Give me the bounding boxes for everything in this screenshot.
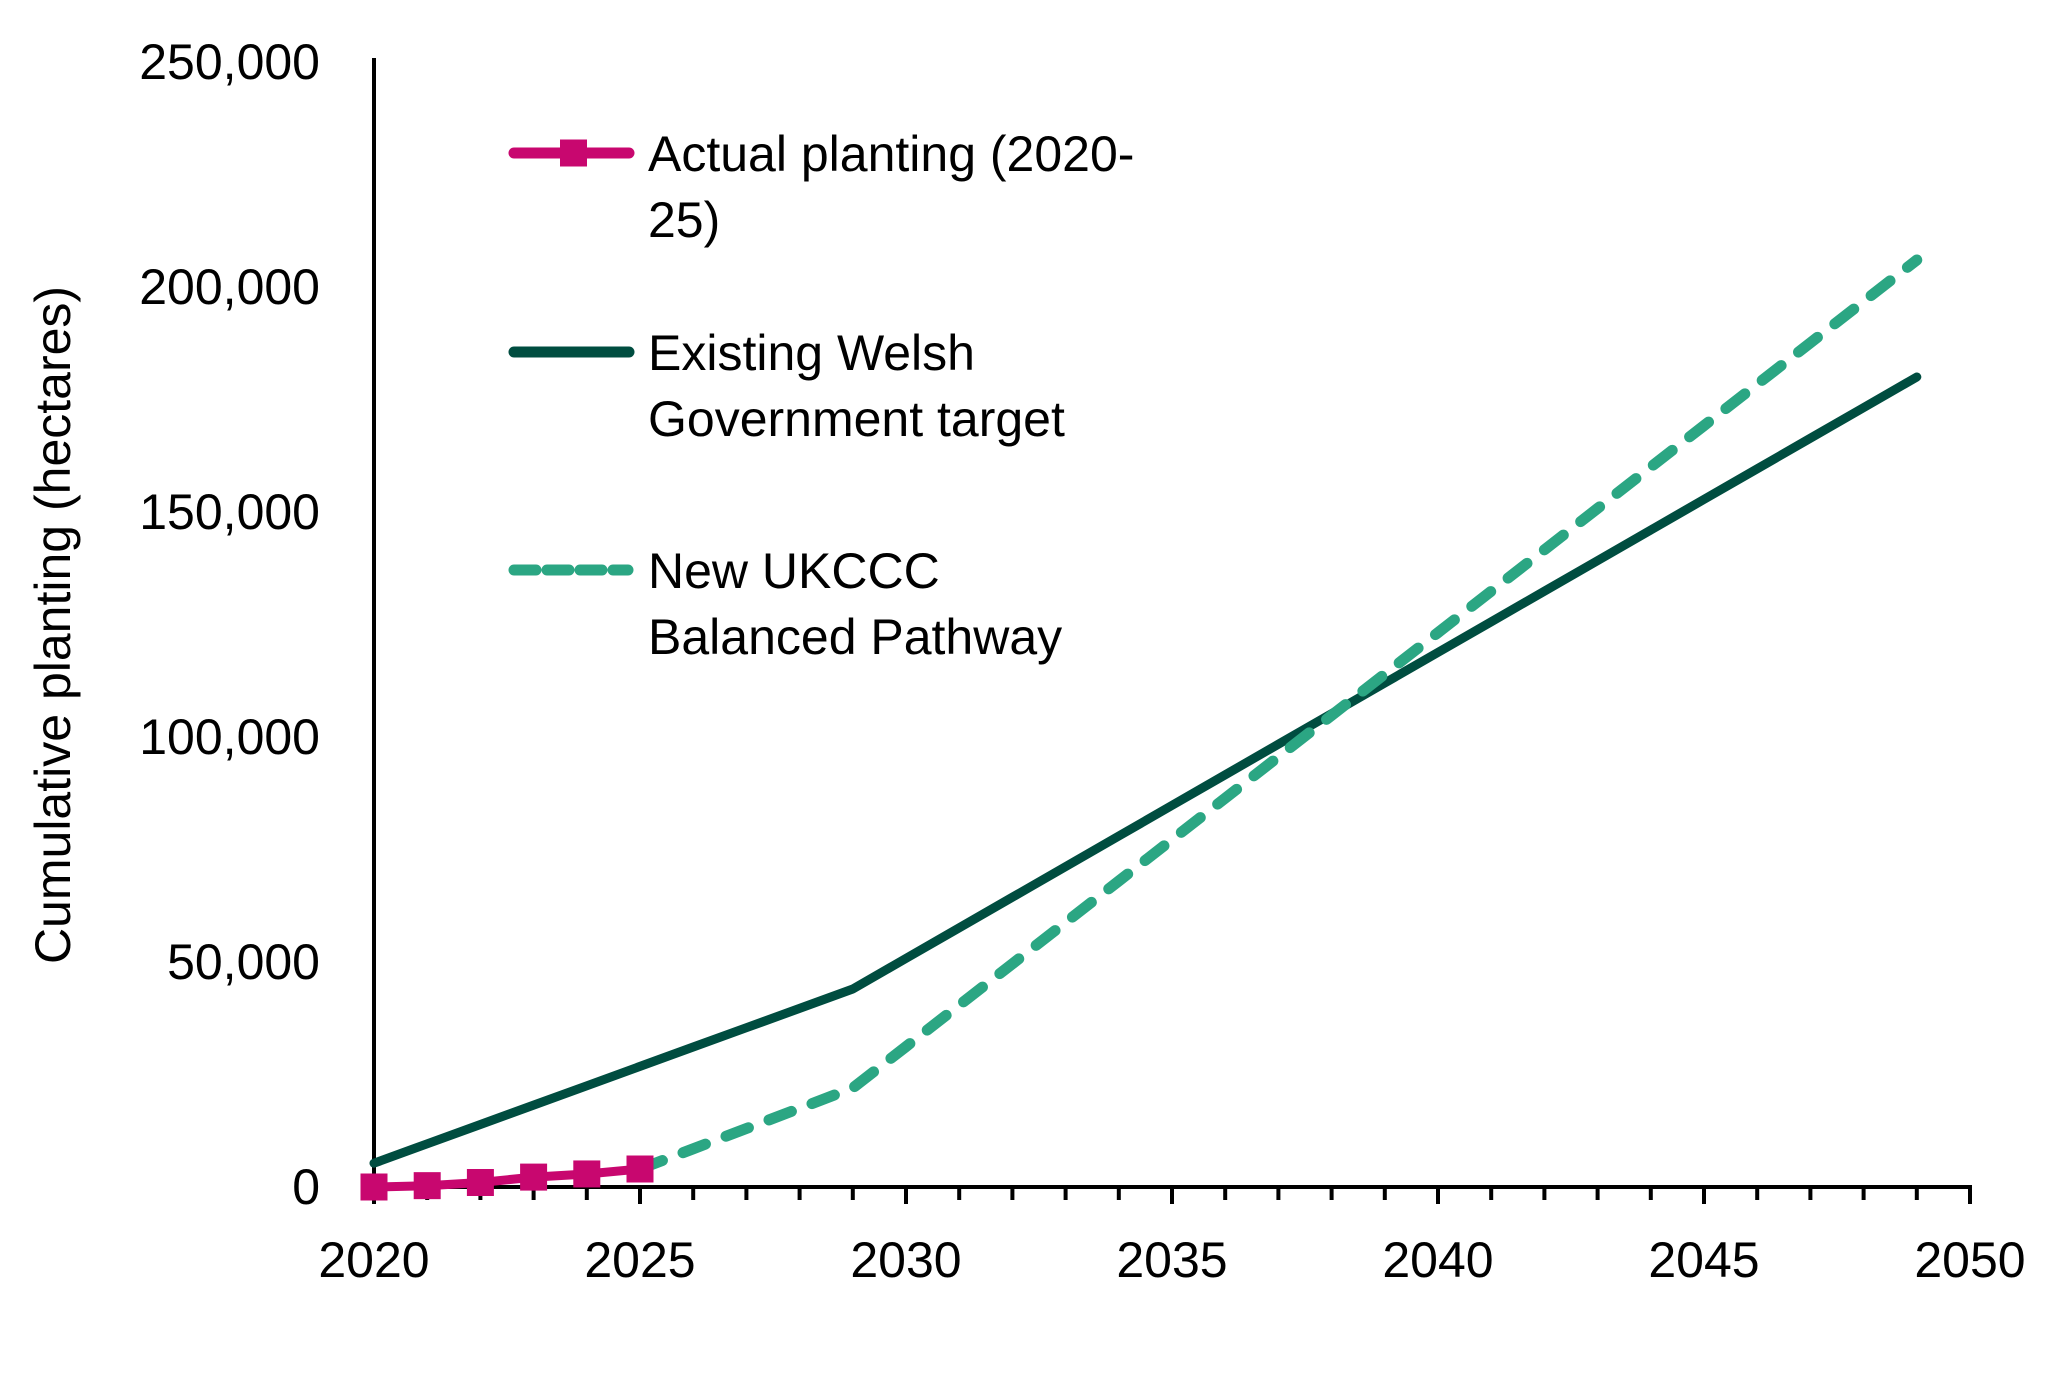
x-tick-label: 2025 xyxy=(584,1232,695,1288)
data-point-marker xyxy=(573,1160,601,1188)
legend-label: Government target xyxy=(648,391,1065,447)
series-line-existing-welsh-target xyxy=(369,372,1922,1168)
x-tick-label: 2035 xyxy=(1116,1232,1227,1288)
x-tick-label: 2050 xyxy=(1914,1232,2025,1288)
y-tick-label: 150,000 xyxy=(139,484,320,540)
y-axis-title-group: Cumulative planting (hectares) xyxy=(25,286,81,964)
data-point-marker xyxy=(413,1172,441,1200)
y-tick-label: 0 xyxy=(292,1159,320,1215)
y-tick-label: 200,000 xyxy=(139,259,320,315)
series-layer xyxy=(360,254,1923,1201)
legend-label: Existing Welsh xyxy=(648,325,975,381)
y-tick-labels: 0 50,000 100,000 150,000 200,000 250,000 xyxy=(139,34,320,1215)
data-point-marker xyxy=(626,1155,654,1183)
series-line-ukccc-balanced-pathway xyxy=(634,254,1923,1175)
y-tick-label: 100,000 xyxy=(139,709,320,765)
legend: Actual planting (2020- 25) Existing Welsh G… xyxy=(508,126,1134,665)
data-point-marker xyxy=(520,1163,548,1191)
y-tick-label: 50,000 xyxy=(167,934,320,990)
y-axis-title: Cumulative planting (hectares) xyxy=(25,286,81,964)
x-tick-label: 2020 xyxy=(318,1232,429,1288)
x-tick-label: 2045 xyxy=(1648,1232,1759,1288)
data-point-marker xyxy=(466,1169,494,1196)
x-tick-labels: 2020 2025 2030 2035 2040 2045 2050 xyxy=(318,1232,2025,1288)
x-tick-label: 2030 xyxy=(850,1232,961,1288)
legend-label: Actual planting (2020- xyxy=(648,126,1134,182)
legend-label: 25) xyxy=(648,192,720,248)
data-point-marker xyxy=(360,1173,388,1201)
legend-item: Existing Welsh Government target xyxy=(508,325,1065,447)
y-tick-label: 250,000 xyxy=(139,34,320,90)
legend-label: New UKCCC xyxy=(648,543,940,599)
legend-item: Actual planting (2020- 25) xyxy=(508,126,1134,248)
x-tick-label: 2040 xyxy=(1382,1232,1493,1288)
legend-marker xyxy=(560,139,587,167)
legend-item: New UKCCC Balanced Pathway xyxy=(508,543,1062,665)
x-axis-ticks xyxy=(372,1187,1972,1204)
legend-label: Balanced Pathway xyxy=(648,609,1062,665)
